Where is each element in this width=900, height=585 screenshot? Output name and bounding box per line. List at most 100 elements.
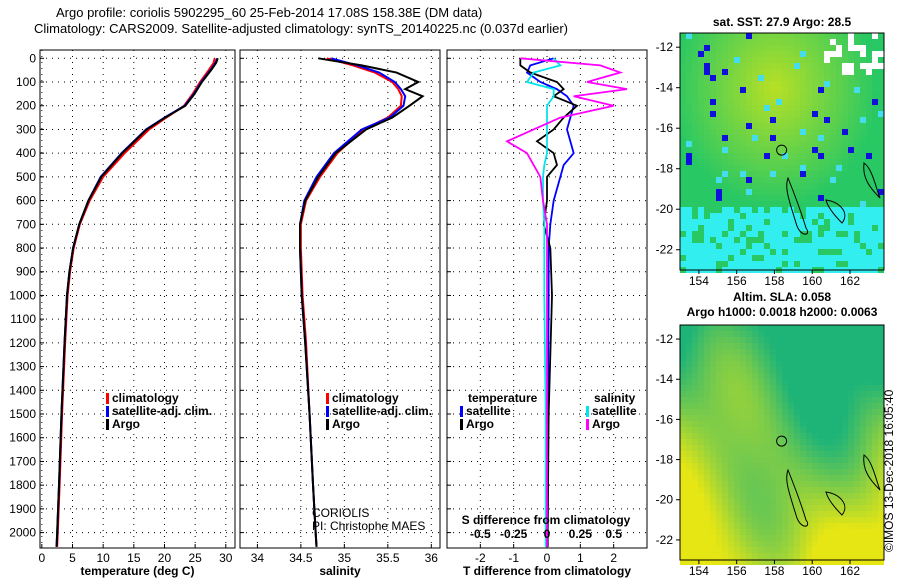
map-cell: [800, 33, 806, 39]
map-cell: [746, 129, 752, 135]
map-cell: [836, 129, 842, 135]
map-cell: [872, 367, 878, 373]
map-cell: [740, 397, 746, 403]
lat-tick-label: -22: [656, 243, 674, 257]
map-cell: [800, 415, 806, 421]
map-cell: [746, 207, 752, 213]
map-cell: [872, 165, 878, 171]
map-cell: [770, 481, 776, 487]
map-cell: [860, 511, 866, 517]
map-cell: [680, 343, 686, 349]
map-cell: [854, 367, 860, 373]
map-cell: [788, 195, 794, 201]
map-cell: [692, 511, 698, 517]
map-cell: [788, 75, 794, 81]
map-cell: [794, 433, 800, 439]
map-cell: [800, 111, 806, 117]
map-cell: [692, 337, 698, 343]
map-cell: [788, 511, 794, 517]
map-cell: [728, 231, 734, 237]
map-cell: [728, 487, 734, 493]
map-cell: [788, 349, 794, 355]
map-cell: [746, 331, 752, 337]
map-cell: [728, 355, 734, 361]
map-cell: [788, 331, 794, 337]
map-cell: [716, 195, 722, 201]
map-cell: [740, 105, 746, 111]
map-cell: [716, 225, 722, 231]
map-cell: [878, 249, 884, 255]
map-cell: [746, 87, 752, 93]
map-cell: [722, 505, 728, 511]
map-cell: [704, 63, 710, 69]
map-cell: [734, 129, 740, 135]
map-cell: [836, 553, 842, 559]
map-cell: [800, 159, 806, 165]
map-cell: [812, 111, 818, 117]
map-cell: [698, 117, 704, 123]
map-cell: [758, 183, 764, 189]
map-cell: [692, 475, 698, 481]
map-cell: [812, 391, 818, 397]
map-cell: [722, 367, 728, 373]
map-cell: [818, 415, 824, 421]
map-cell: [794, 87, 800, 93]
map-cell: [698, 373, 704, 379]
map-cell: [758, 135, 764, 141]
map-cell: [764, 523, 770, 529]
map-cell: [722, 547, 728, 553]
map-cell: [734, 385, 740, 391]
map-cell: [854, 81, 860, 87]
map-cell: [794, 499, 800, 505]
lat-tick-label: -18: [656, 162, 674, 176]
map-cell: [806, 487, 812, 493]
map-cell: [848, 331, 854, 337]
map-cell: [830, 457, 836, 463]
map-cell: [746, 231, 752, 237]
map-cell: [692, 451, 698, 457]
map-cell: [836, 559, 842, 565]
map-cell: [758, 129, 764, 135]
map-cell: [788, 189, 794, 195]
map-cell: [806, 457, 812, 463]
map-cell: [854, 463, 860, 469]
map-cell: [878, 523, 884, 529]
map-cell: [716, 331, 722, 337]
map-cell: [848, 177, 854, 183]
map-cell: [722, 469, 728, 475]
map-cell: [698, 177, 704, 183]
map-cell: [698, 403, 704, 409]
map-cell: [848, 243, 854, 249]
map-cell: [842, 81, 848, 87]
map-cell: [770, 201, 776, 207]
map-cell: [848, 183, 854, 189]
map-cell: [806, 391, 812, 397]
map-cell: [740, 117, 746, 123]
map-cell: [680, 535, 686, 541]
map-cell: [836, 147, 842, 153]
map-cell: [824, 535, 830, 541]
map-cell: [692, 129, 698, 135]
map-cell: [806, 159, 812, 165]
map-cell: [836, 457, 842, 463]
map-cell: [746, 93, 752, 99]
map-cell: [728, 57, 734, 63]
map-cell: [752, 123, 758, 129]
map-cell: [842, 457, 848, 463]
map-cell: [800, 541, 806, 547]
map-cell: [692, 39, 698, 45]
map-cell: [848, 463, 854, 469]
map-cell: [758, 45, 764, 51]
map-cell: [776, 541, 782, 547]
map-cell: [782, 123, 788, 129]
map-cell: [824, 123, 830, 129]
map-cell: [854, 397, 860, 403]
map-cell: [860, 487, 866, 493]
map-cell: [782, 219, 788, 225]
map-cell: [872, 243, 878, 249]
map-cell: [698, 325, 704, 331]
map-cell: [752, 189, 758, 195]
map-cell: [698, 243, 704, 249]
map-cell: [680, 39, 686, 45]
